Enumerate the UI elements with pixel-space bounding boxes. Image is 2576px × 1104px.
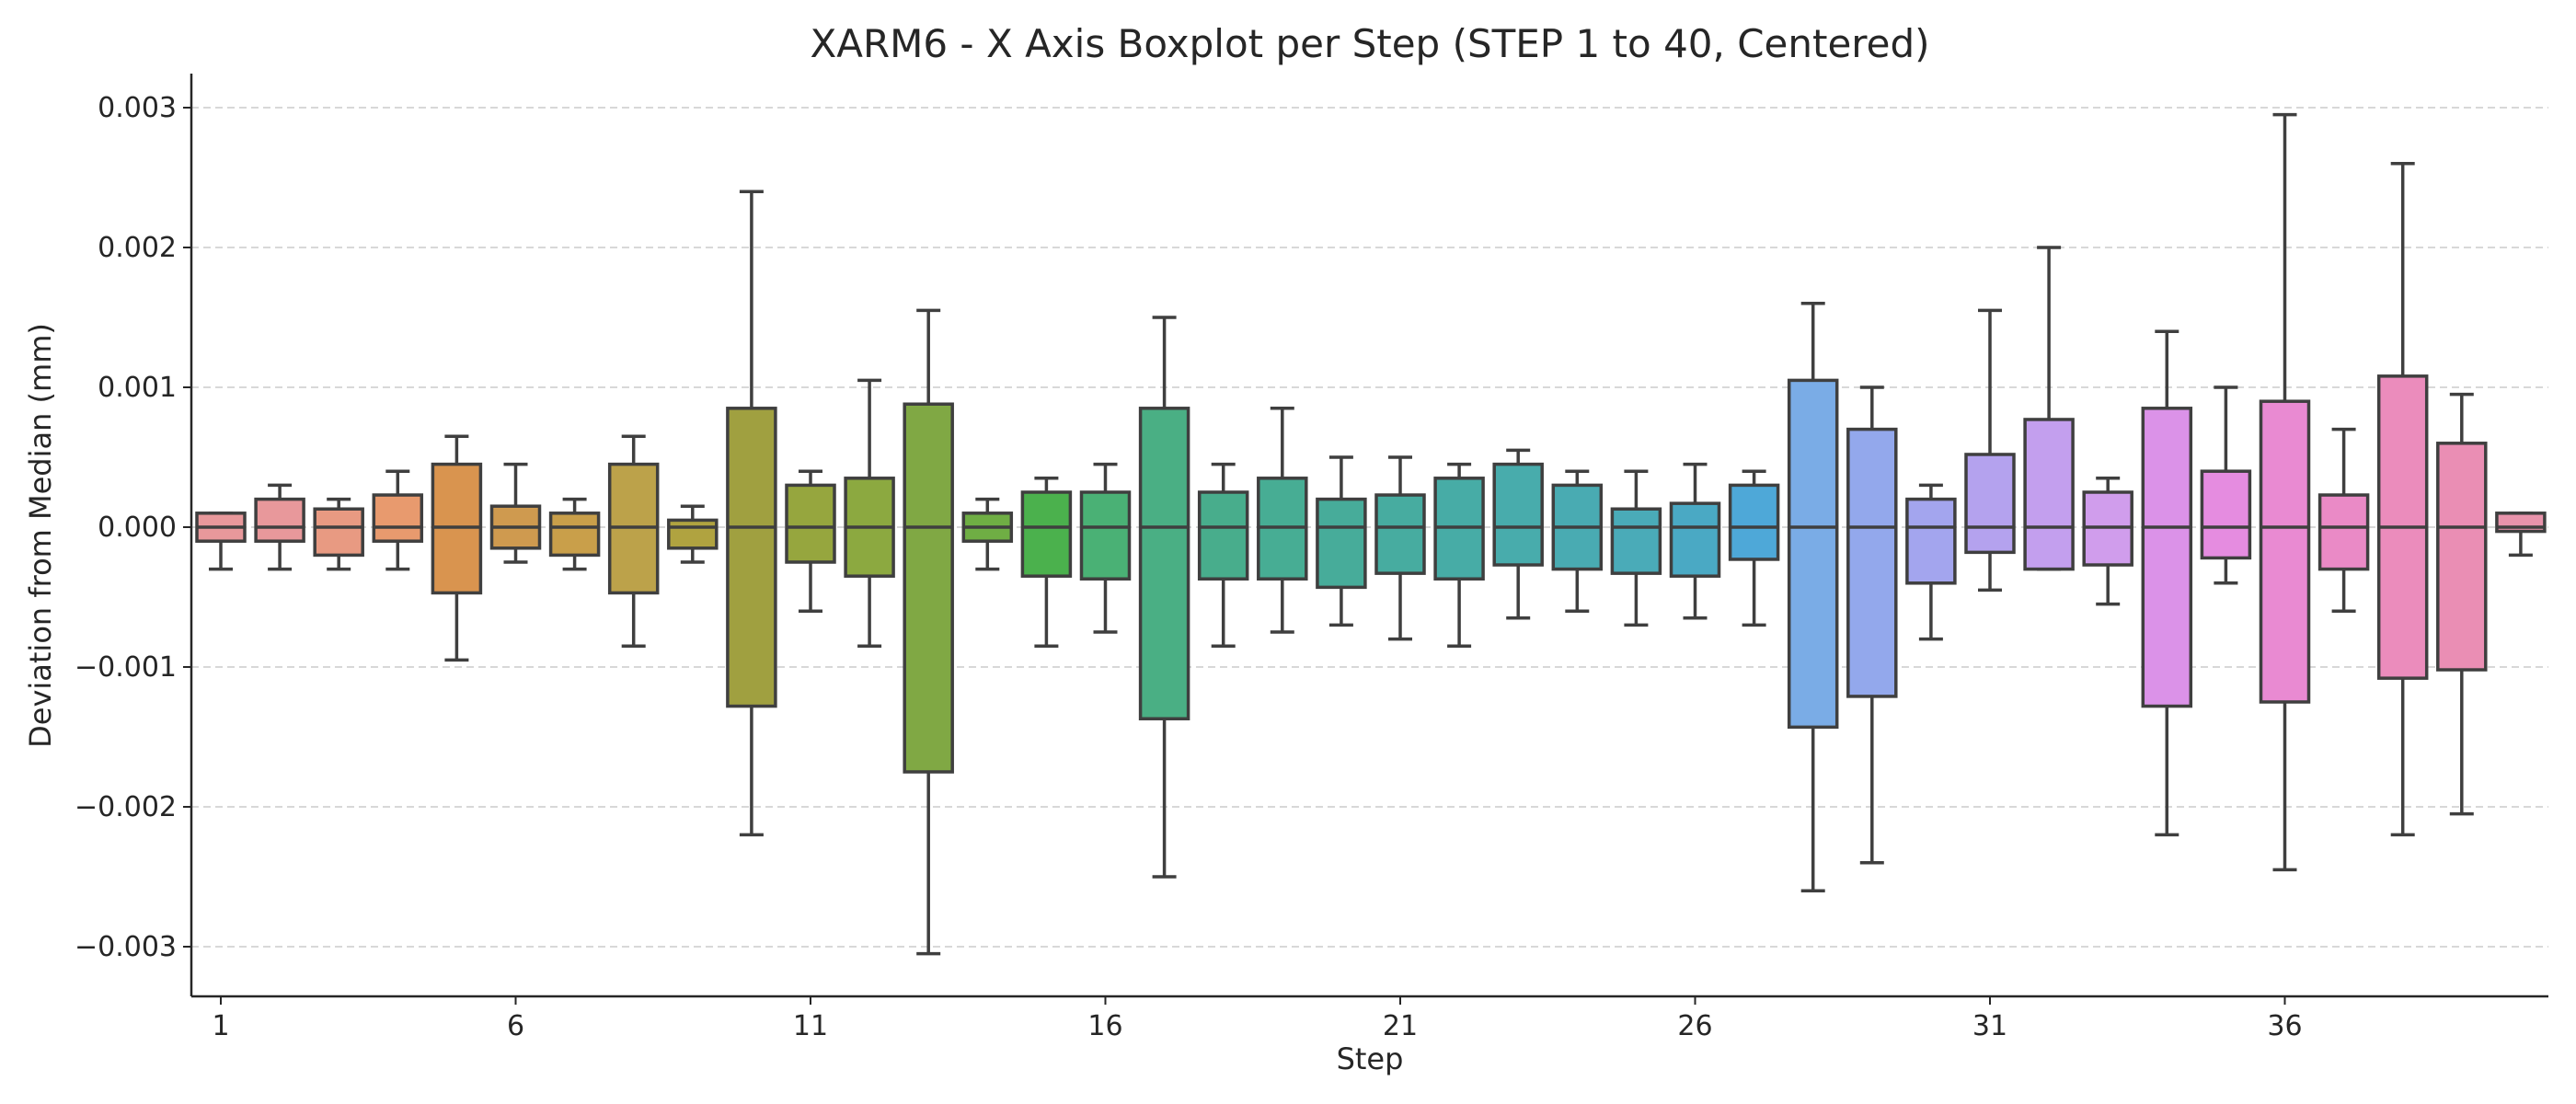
box-step-18 <box>1197 462 1249 648</box>
box-step-31 <box>1964 308 2016 592</box>
box-step-17 <box>1138 316 1190 879</box>
box-iqr <box>254 497 305 543</box>
y-tick-label: 0.001 <box>98 372 177 404</box>
x-tick-label: 6 <box>507 1010 524 1042</box>
box-iqr <box>1905 497 1957 585</box>
box-iqr <box>1316 497 1367 590</box>
box-iqr <box>1197 490 1249 581</box>
box-step-21 <box>1374 455 1426 641</box>
box-iqr <box>2436 442 2488 672</box>
y-tick-label: −0.002 <box>75 791 177 823</box>
y-axis-label: Deviation from Median (mm) <box>23 323 58 748</box>
y-tick-label: 0.002 <box>98 232 177 264</box>
y-tick-label: −0.001 <box>75 651 177 684</box>
box-iqr <box>1846 427 1898 698</box>
box-step-36 <box>2259 112 2311 872</box>
box-step-24 <box>1551 469 1604 613</box>
box-step-2 <box>254 483 305 571</box>
box-step-7 <box>548 497 601 571</box>
box-iqr <box>313 507 364 558</box>
y-tick-label: −0.003 <box>75 931 177 963</box>
box-iqr <box>726 407 777 708</box>
box-step-29 <box>1846 385 1898 865</box>
box-step-27 <box>1728 469 1780 627</box>
box-step-5 <box>431 434 483 662</box>
y-axis: 0.003 0.002 0.001 0.000 −0.001 −0.002 −0.003 <box>75 92 191 963</box>
x-tick-label: 11 <box>793 1010 828 1042</box>
box-iqr <box>372 493 424 543</box>
box-step-33 <box>2082 477 2133 606</box>
box-step-30 <box>1905 483 1957 641</box>
box-iqr <box>785 483 836 564</box>
box-step-35 <box>2200 385 2252 585</box>
box-step-10 <box>726 190 777 837</box>
box-step-39 <box>2436 392 2488 816</box>
box-step-34 <box>2141 329 2193 837</box>
box-step-13 <box>903 308 954 956</box>
box-step-6 <box>489 462 542 564</box>
x-tick-label: 21 <box>1383 1010 1418 1042</box>
box-iqr <box>1669 501 1721 578</box>
box-iqr <box>2023 418 2075 571</box>
box-step-8 <box>607 434 660 648</box>
x-tick-label: 31 <box>1972 1010 2007 1042</box>
box-step-25 <box>1610 469 1662 627</box>
box-step-9 <box>667 504 719 564</box>
grid-lines <box>191 107 2548 948</box>
x-tick-label: 26 <box>1677 1010 1712 1042</box>
box-step-40 <box>2495 512 2547 558</box>
box-step-16 <box>1079 462 1132 634</box>
box-iqr <box>1728 483 1780 561</box>
box-step-37 <box>2317 427 2370 613</box>
y-tick-label: 0.003 <box>98 92 177 124</box>
box-iqr <box>2259 399 2311 704</box>
box-step-20 <box>1316 455 1367 627</box>
box-iqr <box>2317 493 2370 571</box>
box-step-19 <box>1257 407 1308 634</box>
box-iqr <box>1492 462 1544 567</box>
box-iqr <box>903 402 954 774</box>
box-iqr <box>667 518 719 550</box>
chart-title: XARM6 - X Axis Boxplot per Step (STEP 1 … <box>810 21 1929 66</box>
box-step-4 <box>372 469 424 571</box>
box-step-1 <box>195 512 247 571</box>
box-iqr <box>1374 493 1426 575</box>
box-step-3 <box>313 497 364 571</box>
box-step-12 <box>844 378 895 648</box>
x-axis: 1 6 11 16 21 26 31 36 <box>212 996 2303 1042</box>
box-iqr <box>2200 469 2252 560</box>
box-iqr <box>1079 490 1132 581</box>
box-iqr <box>2141 407 2193 708</box>
x-tick-label: 1 <box>212 1010 229 1042</box>
box-iqr <box>548 512 601 558</box>
box-step-23 <box>1492 448 1544 620</box>
box-iqr <box>1787 378 1839 730</box>
x-axis-label: Step <box>1337 1041 1404 1076</box>
x-tick-label: 16 <box>1087 1010 1122 1042</box>
box-step-14 <box>961 497 1014 571</box>
box-step-26 <box>1669 462 1721 620</box>
box-step-22 <box>1433 462 1485 648</box>
box-step-15 <box>1020 477 1073 648</box>
box-iqr <box>1020 490 1073 578</box>
box-step-32 <box>2023 246 2075 571</box>
box-series <box>195 112 2547 956</box>
box-iqr <box>1964 453 2016 555</box>
box-iqr <box>1138 407 1190 720</box>
y-tick-label: 0.000 <box>98 512 177 544</box>
box-iqr <box>1610 507 1662 575</box>
box-step-11 <box>785 469 836 613</box>
x-tick-label: 36 <box>2267 1010 2302 1042</box>
box-step-28 <box>1787 302 1839 892</box>
box-step-38 <box>2376 162 2429 837</box>
